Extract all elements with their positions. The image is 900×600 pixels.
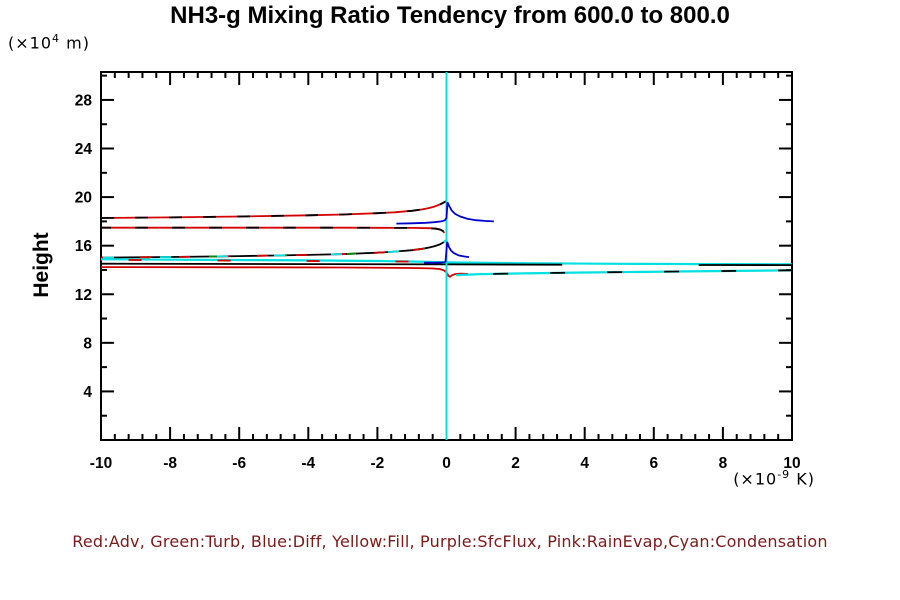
x-tick-label: -10: [90, 455, 112, 472]
y-tick-label: 12: [75, 287, 92, 304]
chart-title: NH3-g Mixing Ratio Tendency from 600.0 t…: [170, 2, 730, 29]
series-adv-mid-black-dash: [101, 226, 446, 234]
x-ticks: -10 -8 -6 -4 -2 0 2 4 6 8 10: [90, 72, 801, 472]
y-tick-label: 28: [75, 92, 93, 109]
x-tick-label: 0: [442, 455, 451, 472]
x-axis-unit-label: (×10-9 K): [650, 468, 815, 488]
x-unit-suffix: K): [790, 469, 815, 489]
y-unit-prefix: (×10: [8, 33, 53, 53]
y-tick-label: 16: [75, 238, 93, 255]
x-unit-prefix: (×10: [733, 469, 778, 489]
series-condensation-lower-cyan: [456, 269, 793, 277]
series-total-horiz-black-left: [100, 262, 563, 266]
y-ticks: 4 8 12 16 20 24 28: [75, 74, 792, 441]
series-diff-mid-blue: [424, 241, 470, 264]
x-tick-label: -6: [232, 455, 246, 472]
series-adv-lower-red: [100, 266, 468, 278]
x-tick-label: 10: [783, 455, 800, 472]
series-adv-upper-black-dash: [100, 200, 447, 219]
y-tick-label: 24: [75, 141, 93, 158]
x-tick-label: -2: [371, 455, 385, 472]
series-adv-mid-red: [101, 226, 446, 234]
x-tick-label: 6: [649, 455, 658, 472]
series-mid-curve-black: [100, 239, 448, 259]
y-tick-label: 8: [83, 335, 92, 352]
x-unit-exponent: -9: [777, 468, 791, 481]
y-tick-label: 4: [83, 384, 92, 401]
series-mid-curve-red-dash: [100, 239, 448, 259]
y-unit-suffix: m): [60, 33, 90, 53]
y-axis-unit-label: (×104 m): [8, 32, 90, 52]
legend-text: Red:Adv, Green:Turb, Blue:Diff, Yellow:F…: [72, 532, 828, 551]
x-tick-label: -4: [301, 455, 315, 472]
x-tick-label: 8: [719, 455, 728, 472]
y-unit-exponent: 4: [52, 32, 61, 45]
x-tick-label: 4: [580, 455, 589, 472]
x-tick-label: 2: [511, 455, 520, 472]
series-diff-upper-blue: [396, 201, 494, 225]
x-tick-label: -8: [163, 455, 177, 472]
y-tick-label: 20: [75, 190, 92, 207]
